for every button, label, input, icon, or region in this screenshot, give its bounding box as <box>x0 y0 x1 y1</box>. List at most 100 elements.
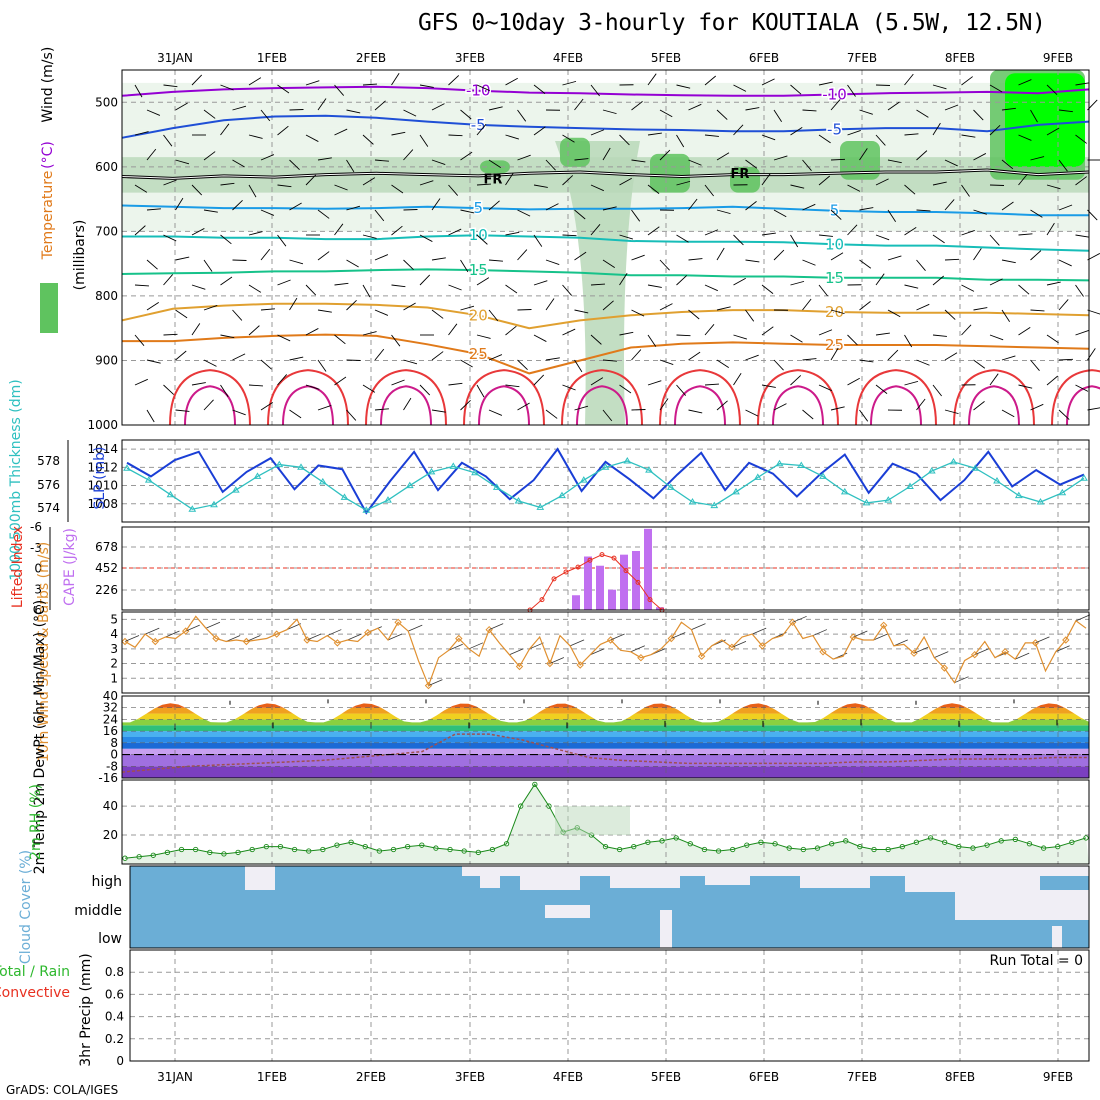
li-tick-label: 3 <box>34 582 42 596</box>
date-label-top: 2FEB <box>356 51 386 65</box>
li-marker <box>563 569 569 575</box>
wind-barb <box>574 309 589 314</box>
wind-barb <box>562 234 577 237</box>
wind-barb <box>1046 375 1059 386</box>
wind-barb <box>761 173 771 186</box>
wind-barb <box>875 384 888 394</box>
wind-marker <box>394 618 402 627</box>
wind-barb <box>305 80 320 86</box>
wind-barb <box>859 301 871 311</box>
wind-barb <box>191 284 206 290</box>
wind-barb <box>569 639 585 647</box>
wind-barb <box>847 84 856 97</box>
wind-barb <box>989 373 999 386</box>
wind-barb <box>802 409 814 420</box>
wind-barb <box>671 632 686 639</box>
wind-barb <box>802 358 817 361</box>
wind-barb <box>944 258 960 261</box>
wind-barb <box>175 256 190 261</box>
wind-barb <box>505 77 518 86</box>
wind-barb <box>1058 204 1073 211</box>
wind-barb <box>704 134 719 137</box>
cape-bar <box>644 528 652 610</box>
wind-barb <box>403 259 414 271</box>
wind-barb <box>248 231 263 236</box>
thickness-tick-label: 578 <box>37 454 60 468</box>
wind-barb <box>488 106 503 111</box>
wind-barb <box>818 81 833 86</box>
wind-marker <box>455 634 463 643</box>
wind-barb <box>545 159 556 171</box>
wind-barb <box>630 645 645 653</box>
wind-barb <box>602 359 617 362</box>
wind-barb <box>362 331 377 336</box>
precip-panel: 0 0.2 0.4 0.6 0.8 Run Total = 0 Total / Rain Co… <box>0 949 1090 1068</box>
wind-barb <box>944 159 958 167</box>
wind-barb <box>305 174 317 186</box>
wind-barb <box>545 259 560 265</box>
wind-barb <box>260 359 272 370</box>
wind-barb <box>505 134 520 140</box>
wind-barb <box>704 383 719 386</box>
wind-barb <box>932 234 945 244</box>
wind-barb <box>1001 201 1014 211</box>
wind-barb <box>362 384 376 393</box>
wind-barb <box>802 159 812 172</box>
wind-barb <box>175 309 188 319</box>
isotherm-loop <box>1051 369 1100 426</box>
wind-barb <box>517 209 531 217</box>
wind-barb <box>631 254 645 261</box>
wind-barb <box>716 109 728 120</box>
wind-barb <box>733 277 746 286</box>
wind-barb <box>913 646 929 654</box>
wind-barb <box>818 329 833 336</box>
isotherm-loop <box>380 385 432 426</box>
wind-barb <box>346 259 359 268</box>
date-label-top: 1FEB <box>257 51 287 65</box>
date-label-top: 9FEB <box>1043 51 1073 65</box>
wind-barb <box>317 359 327 372</box>
wind-barb <box>346 109 361 114</box>
wind-barb <box>818 284 828 297</box>
rh-shade-patch <box>650 153 690 193</box>
wind-barb <box>517 249 528 261</box>
isotherm-loop <box>576 385 628 426</box>
isotherm-label: -5 <box>471 116 486 134</box>
wind-barb <box>505 384 520 388</box>
li-line <box>529 554 663 611</box>
wind-barb <box>391 284 406 288</box>
li-tick-label: -6 <box>30 520 42 534</box>
wind-barb <box>562 328 576 336</box>
rh-shade-patch <box>840 141 880 180</box>
wind-barb <box>733 373 742 386</box>
wind-barb <box>847 130 861 136</box>
isotherm-line <box>121 114 1090 139</box>
wind-barb <box>220 182 235 186</box>
temp-band <box>122 754 1089 767</box>
isotherm-loop <box>282 385 334 426</box>
wind-barb <box>1001 107 1016 111</box>
rh-legend-swatch <box>40 283 58 333</box>
wind-barb <box>887 309 901 318</box>
isotherm-label: 10 <box>825 235 844 253</box>
ylabel-wind: 10m Wind Speed & Barbs (m/s) <box>36 542 52 762</box>
wind-barb <box>716 306 731 311</box>
wind-barb <box>659 359 674 365</box>
wind-barb <box>716 400 728 411</box>
wind-barb <box>220 276 233 286</box>
wind-barb <box>505 325 517 336</box>
wind-barb <box>1075 614 1091 622</box>
wind-barb <box>220 123 230 136</box>
wind-barb <box>688 258 703 261</box>
wind-barb <box>1018 233 1033 236</box>
wind-barb <box>745 159 758 169</box>
slp-thickness-panel: 1008 1010 1012 1014 574 576 578 1000-500mb Thic… <box>8 379 1090 581</box>
wind-barb <box>431 103 445 111</box>
wind-barb <box>203 399 214 411</box>
wind-barb <box>124 635 140 642</box>
wind-tick-label: 2 <box>110 657 118 671</box>
wind-barb <box>688 103 702 111</box>
wind-barb <box>334 282 349 286</box>
temp-band <box>122 766 1089 778</box>
y-tick-label: 1000 <box>87 418 118 432</box>
